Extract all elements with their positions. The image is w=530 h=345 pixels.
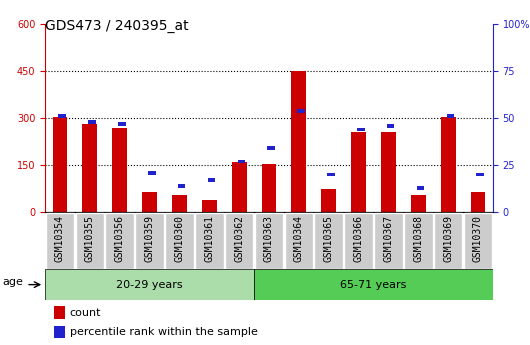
Bar [178,184,186,188]
Bar [142,192,157,212]
Text: GSM10364: GSM10364 [294,215,304,262]
Bar [148,171,155,175]
FancyBboxPatch shape [344,213,373,269]
Bar [89,120,96,124]
FancyBboxPatch shape [374,213,403,269]
Bar [381,132,396,212]
Bar [232,162,246,212]
Bar [172,195,187,212]
FancyBboxPatch shape [464,213,492,269]
Bar [54,306,65,319]
FancyBboxPatch shape [45,269,254,300]
Bar [351,132,366,212]
FancyBboxPatch shape [254,213,284,269]
Bar [387,124,394,128]
FancyBboxPatch shape [105,213,134,269]
Text: 20-29 years: 20-29 years [116,280,183,289]
FancyBboxPatch shape [195,213,224,269]
FancyBboxPatch shape [165,213,194,269]
Bar [261,164,277,212]
Text: GSM10361: GSM10361 [204,215,214,262]
Bar [54,326,65,338]
Text: GSM10365: GSM10365 [324,215,334,262]
Bar [208,178,215,182]
Text: GSM10359: GSM10359 [145,215,155,262]
Text: GSM10356: GSM10356 [114,215,125,262]
Bar [297,109,305,112]
FancyBboxPatch shape [254,269,493,300]
Bar [58,115,66,118]
Bar [357,128,365,131]
Text: GSM10363: GSM10363 [264,215,274,262]
FancyBboxPatch shape [434,213,463,269]
FancyBboxPatch shape [404,213,432,269]
Text: GSM10354: GSM10354 [55,215,65,262]
Text: GSM10367: GSM10367 [383,215,393,262]
FancyBboxPatch shape [46,213,74,269]
Bar [112,128,127,212]
Bar [82,125,98,212]
Bar [52,117,67,212]
Bar [321,189,336,212]
FancyBboxPatch shape [225,213,253,269]
Bar [118,122,126,126]
Bar [440,117,456,212]
Text: GSM10368: GSM10368 [413,215,423,262]
FancyBboxPatch shape [75,213,104,269]
Text: count: count [69,308,101,318]
Bar [202,200,217,212]
Text: GSM10370: GSM10370 [473,215,483,262]
Bar [268,146,275,150]
Text: GSM10360: GSM10360 [174,215,184,262]
Bar [292,71,306,212]
FancyBboxPatch shape [285,213,313,269]
Bar [417,186,424,190]
Text: GSM10369: GSM10369 [443,215,453,262]
Bar [327,173,334,176]
Text: age: age [2,277,23,287]
Text: 65-71 years: 65-71 years [340,280,407,289]
Text: GDS473 / 240395_at: GDS473 / 240395_at [45,19,189,33]
Bar [476,173,484,176]
Text: GSM10362: GSM10362 [234,215,244,262]
Text: GSM10355: GSM10355 [85,215,95,262]
Bar [411,195,426,212]
FancyBboxPatch shape [314,213,343,269]
FancyBboxPatch shape [135,213,164,269]
Bar [447,115,454,118]
Text: GSM10366: GSM10366 [354,215,364,262]
Text: percentile rank within the sample: percentile rank within the sample [69,327,258,337]
Bar [237,159,245,163]
Bar [471,192,485,212]
